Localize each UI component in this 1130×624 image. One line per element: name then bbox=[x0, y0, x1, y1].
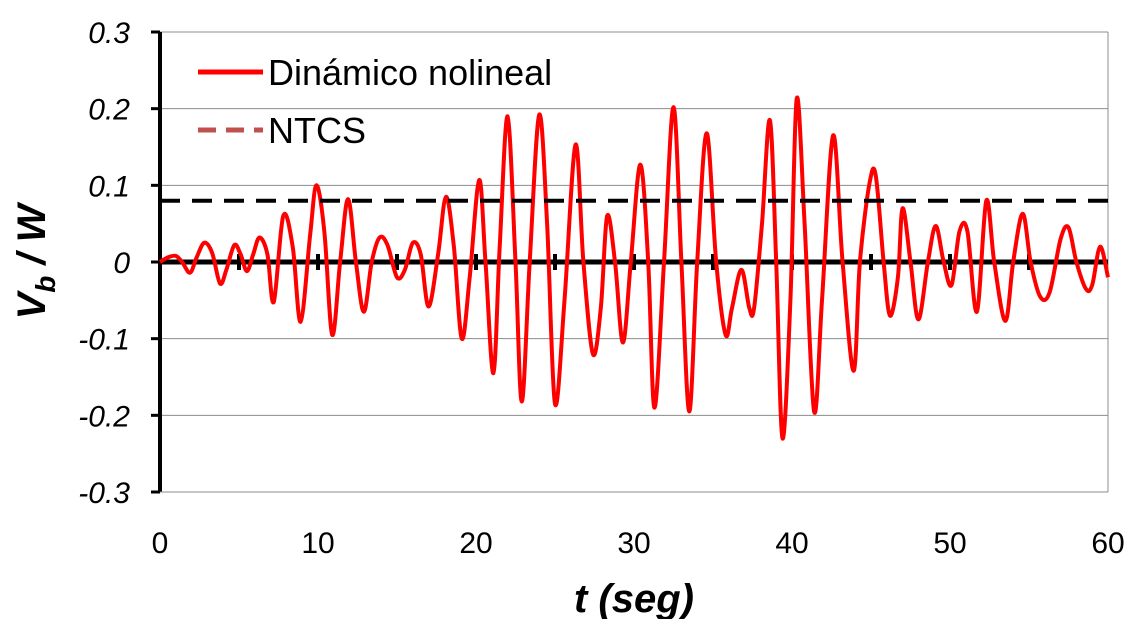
series-line-dinamico-nolineal bbox=[158, 95, 1110, 441]
x-axis-label: t (seg) bbox=[574, 577, 694, 619]
x-tick-label-6: 60 bbox=[1091, 527, 1124, 560]
y-axis-label-sub: b bbox=[30, 276, 61, 293]
legend-label-dinamico: Dinámico nolineal bbox=[268, 52, 552, 93]
y-tick-label-1: 0.2 bbox=[88, 94, 130, 127]
y-axis-label-rest: / W bbox=[10, 201, 54, 275]
x-tick-label-3: 30 bbox=[617, 527, 650, 560]
y-tick-label-2: 0.1 bbox=[88, 170, 130, 203]
y-tick-label-4: -0.1 bbox=[78, 324, 130, 357]
tick-labels: 0.3 0.2 0.1 0 -0.1 -0.2 -0.3 0 10 20 30 40 50 60 bbox=[78, 17, 1124, 560]
x-tick-label-1: 10 bbox=[301, 527, 334, 560]
legend-label-ntcs: NTCS bbox=[268, 110, 366, 151]
legend: Dinámico nolineal NTCS bbox=[198, 52, 552, 151]
y-axis-label: Vb / W bbox=[10, 201, 61, 319]
x-tick-label-0: 0 bbox=[152, 527, 169, 560]
x-tick-label-2: 20 bbox=[459, 527, 492, 560]
y-axis-label-main: V bbox=[10, 289, 54, 319]
x-tick-label-4: 40 bbox=[775, 527, 808, 560]
y-tick-label-0: 0.3 bbox=[88, 17, 130, 50]
axes bbox=[151, 30, 1108, 494]
series-layer bbox=[158, 95, 1110, 441]
y-tick-label-5: -0.2 bbox=[78, 400, 130, 433]
y-tick-label-3: 0 bbox=[113, 247, 130, 280]
y-tick-label-6: -0.3 bbox=[78, 477, 130, 510]
x-tick-label-5: 50 bbox=[933, 527, 966, 560]
